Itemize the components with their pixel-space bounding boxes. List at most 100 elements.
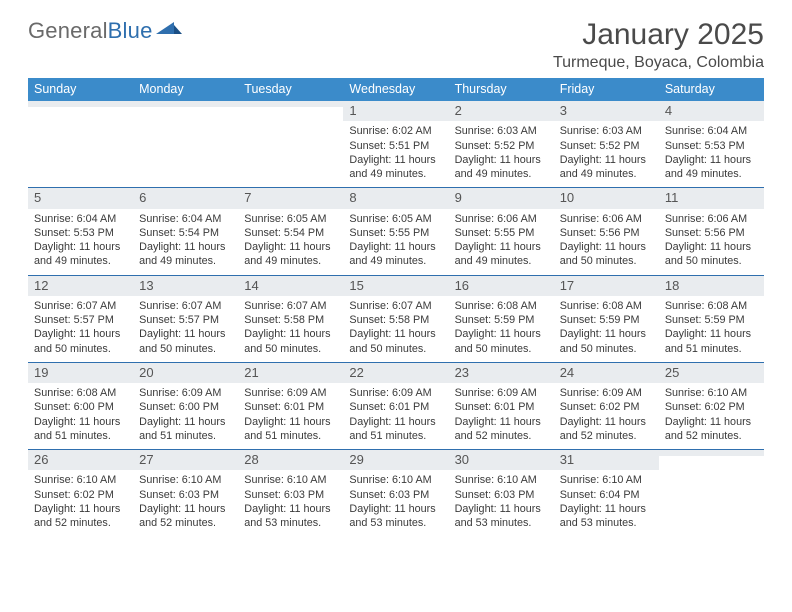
daylight-text: Daylight: 11 hours and 51 minutes.: [665, 327, 758, 356]
sunrise-text: Sunrise: 6:07 AM: [139, 299, 232, 313]
day-number: 21: [238, 363, 343, 383]
daylight-text: Daylight: 11 hours and 50 minutes.: [244, 327, 337, 356]
day-body: Sunrise: 6:02 AMSunset: 5:51 PMDaylight:…: [343, 121, 448, 187]
sunrise-text: Sunrise: 6:06 AM: [665, 212, 758, 226]
day-body: Sunrise: 6:07 AMSunset: 5:58 PMDaylight:…: [238, 296, 343, 362]
daylight-text: Daylight: 11 hours and 50 minutes.: [139, 327, 232, 356]
day-cell: 10Sunrise: 6:06 AMSunset: 5:56 PMDayligh…: [554, 188, 659, 274]
day-cell: [659, 450, 764, 536]
day-body: Sunrise: 6:06 AMSunset: 5:56 PMDaylight:…: [554, 209, 659, 275]
daylight-text: Daylight: 11 hours and 52 minutes.: [665, 415, 758, 444]
day-cell: 31Sunrise: 6:10 AMSunset: 6:04 PMDayligh…: [554, 450, 659, 536]
day-cell: 22Sunrise: 6:09 AMSunset: 6:01 PMDayligh…: [343, 363, 448, 449]
day-cell: 6Sunrise: 6:04 AMSunset: 5:54 PMDaylight…: [133, 188, 238, 274]
sunset-text: Sunset: 6:03 PM: [244, 488, 337, 502]
day-number: 15: [343, 276, 448, 296]
sunset-text: Sunset: 5:59 PM: [560, 313, 653, 327]
sunset-text: Sunset: 6:00 PM: [34, 400, 127, 414]
sunset-text: Sunset: 6:03 PM: [349, 488, 442, 502]
day-body: Sunrise: 6:09 AMSunset: 6:01 PMDaylight:…: [343, 383, 448, 449]
sunset-text: Sunset: 5:56 PM: [665, 226, 758, 240]
day-cell: 16Sunrise: 6:08 AMSunset: 5:59 PMDayligh…: [449, 276, 554, 362]
weekday-row: SundayMondayTuesdayWednesdayThursdayFrid…: [28, 78, 764, 101]
daylight-text: Daylight: 11 hours and 49 minutes.: [665, 153, 758, 182]
day-number: 22: [343, 363, 448, 383]
month-title: January 2025: [553, 18, 764, 52]
day-body: Sunrise: 6:03 AMSunset: 5:52 PMDaylight:…: [554, 121, 659, 187]
logo: GeneralBlue: [28, 18, 182, 44]
day-number: 9: [449, 188, 554, 208]
day-cell: 20Sunrise: 6:09 AMSunset: 6:00 PMDayligh…: [133, 363, 238, 449]
day-cell: 12Sunrise: 6:07 AMSunset: 5:57 PMDayligh…: [28, 276, 133, 362]
day-cell: 28Sunrise: 6:10 AMSunset: 6:03 PMDayligh…: [238, 450, 343, 536]
day-number: [238, 101, 343, 107]
day-body: Sunrise: 6:08 AMSunset: 5:59 PMDaylight:…: [659, 296, 764, 362]
day-cell: 7Sunrise: 6:05 AMSunset: 5:54 PMDaylight…: [238, 188, 343, 274]
sunrise-text: Sunrise: 6:09 AM: [349, 386, 442, 400]
daylight-text: Daylight: 11 hours and 52 minutes.: [560, 415, 653, 444]
day-number: 3: [554, 101, 659, 121]
weekday-label: Friday: [554, 78, 659, 101]
day-cell: 14Sunrise: 6:07 AMSunset: 5:58 PMDayligh…: [238, 276, 343, 362]
day-body: Sunrise: 6:08 AMSunset: 5:59 PMDaylight:…: [554, 296, 659, 362]
weekday-label: Saturday: [659, 78, 764, 101]
sunrise-text: Sunrise: 6:10 AM: [665, 386, 758, 400]
daylight-text: Daylight: 11 hours and 53 minutes.: [349, 502, 442, 531]
day-body: Sunrise: 6:09 AMSunset: 6:01 PMDaylight:…: [449, 383, 554, 449]
daylight-text: Daylight: 11 hours and 50 minutes.: [560, 327, 653, 356]
daylight-text: Daylight: 11 hours and 53 minutes.: [560, 502, 653, 531]
day-body: Sunrise: 6:08 AMSunset: 6:00 PMDaylight:…: [28, 383, 133, 449]
sunset-text: Sunset: 6:03 PM: [139, 488, 232, 502]
title-block: January 2025 Turmeque, Boyaca, Colombia: [553, 18, 764, 72]
weekday-label: Tuesday: [238, 78, 343, 101]
day-body: Sunrise: 6:10 AMSunset: 6:03 PMDaylight:…: [133, 470, 238, 536]
day-body: Sunrise: 6:05 AMSunset: 5:54 PMDaylight:…: [238, 209, 343, 275]
week-row: 5Sunrise: 6:04 AMSunset: 5:53 PMDaylight…: [28, 187, 764, 274]
week-row: 19Sunrise: 6:08 AMSunset: 6:00 PMDayligh…: [28, 362, 764, 449]
sunrise-text: Sunrise: 6:10 AM: [560, 473, 653, 487]
day-cell: 29Sunrise: 6:10 AMSunset: 6:03 PMDayligh…: [343, 450, 448, 536]
day-body: Sunrise: 6:09 AMSunset: 6:01 PMDaylight:…: [238, 383, 343, 449]
day-cell: 11Sunrise: 6:06 AMSunset: 5:56 PMDayligh…: [659, 188, 764, 274]
logo-mark-icon: [156, 19, 182, 42]
sunset-text: Sunset: 5:51 PM: [349, 139, 442, 153]
day-number: 1: [343, 101, 448, 121]
day-body: Sunrise: 6:06 AMSunset: 5:55 PMDaylight:…: [449, 209, 554, 275]
sunset-text: Sunset: 6:03 PM: [455, 488, 548, 502]
sunrise-text: Sunrise: 6:04 AM: [139, 212, 232, 226]
day-number: 26: [28, 450, 133, 470]
day-body: Sunrise: 6:07 AMSunset: 5:58 PMDaylight:…: [343, 296, 448, 362]
sunset-text: Sunset: 5:57 PM: [34, 313, 127, 327]
sunrise-text: Sunrise: 6:10 AM: [244, 473, 337, 487]
day-body: Sunrise: 6:10 AMSunset: 6:03 PMDaylight:…: [238, 470, 343, 536]
day-cell: 1Sunrise: 6:02 AMSunset: 5:51 PMDaylight…: [343, 101, 448, 187]
daylight-text: Daylight: 11 hours and 49 minutes.: [560, 153, 653, 182]
day-cell: 25Sunrise: 6:10 AMSunset: 6:02 PMDayligh…: [659, 363, 764, 449]
day-body: Sunrise: 6:09 AMSunset: 6:02 PMDaylight:…: [554, 383, 659, 449]
day-number: 29: [343, 450, 448, 470]
day-number: [659, 450, 764, 456]
daylight-text: Daylight: 11 hours and 49 minutes.: [244, 240, 337, 269]
day-number: 23: [449, 363, 554, 383]
daylight-text: Daylight: 11 hours and 49 minutes.: [139, 240, 232, 269]
day-number: 16: [449, 276, 554, 296]
day-number: 30: [449, 450, 554, 470]
header: GeneralBlue January 2025 Turmeque, Boyac…: [28, 18, 764, 72]
week-row: 12Sunrise: 6:07 AMSunset: 5:57 PMDayligh…: [28, 275, 764, 362]
day-number: [133, 101, 238, 107]
sunset-text: Sunset: 6:01 PM: [349, 400, 442, 414]
day-cell: [28, 101, 133, 187]
day-number: [28, 101, 133, 107]
sunset-text: Sunset: 6:02 PM: [34, 488, 127, 502]
daylight-text: Daylight: 11 hours and 49 minutes.: [455, 153, 548, 182]
sunrise-text: Sunrise: 6:04 AM: [665, 124, 758, 138]
day-cell: 3Sunrise: 6:03 AMSunset: 5:52 PMDaylight…: [554, 101, 659, 187]
sunrise-text: Sunrise: 6:07 AM: [349, 299, 442, 313]
sunset-text: Sunset: 5:58 PM: [244, 313, 337, 327]
day-number: 18: [659, 276, 764, 296]
weekday-label: Thursday: [449, 78, 554, 101]
sunset-text: Sunset: 5:52 PM: [455, 139, 548, 153]
day-number: 17: [554, 276, 659, 296]
day-number: 2: [449, 101, 554, 121]
sunset-text: Sunset: 6:02 PM: [665, 400, 758, 414]
